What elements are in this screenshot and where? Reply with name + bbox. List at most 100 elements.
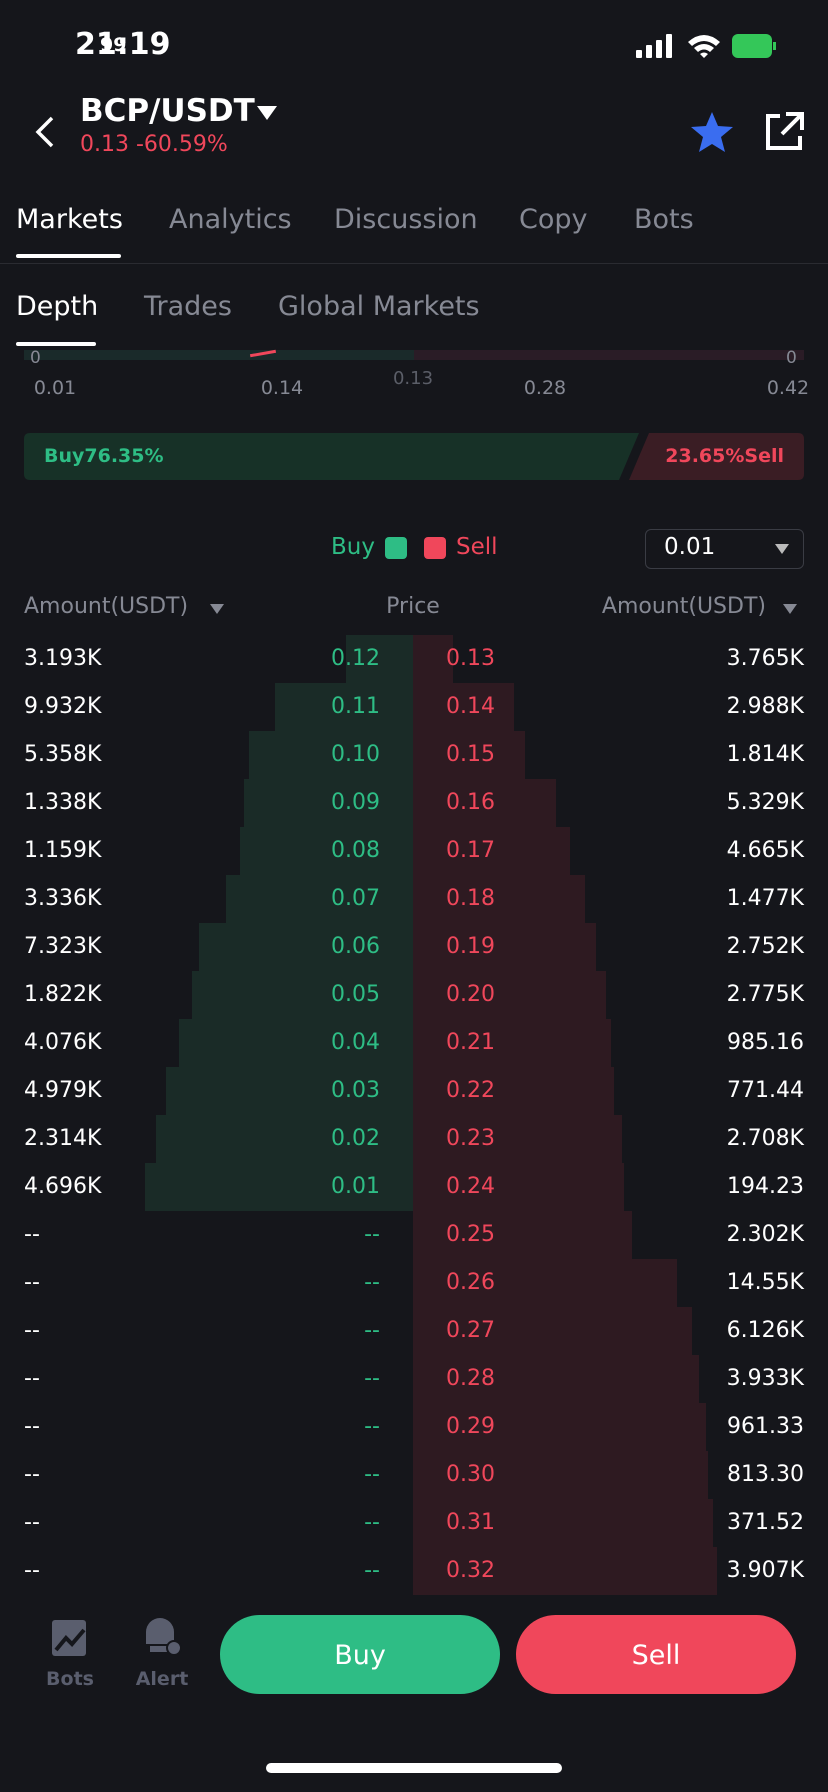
- status-icons: [636, 34, 776, 58]
- sell-depth-bar: [413, 971, 606, 1019]
- sell-amount: 2.752K: [726, 934, 804, 959]
- sell-depth-bar: [413, 1067, 614, 1115]
- sell-depth-bar: [413, 1355, 699, 1403]
- sell-price: 0.22: [446, 1078, 495, 1103]
- legend-buy-swatch[interactable]: [385, 537, 407, 559]
- legend-sell[interactable]: Sell: [456, 534, 498, 560]
- sell-depth-bar: [413, 1451, 708, 1499]
- column-arrow[interactable]: [209, 603, 225, 615]
- buy-price: 0.10: [331, 742, 380, 767]
- sell-amount: 6.126K: [726, 1318, 804, 1343]
- tab[interactable]: Analytics: [169, 204, 292, 235]
- buy-price: --: [364, 1558, 380, 1583]
- sub-tab[interactable]: Global Markets: [278, 291, 480, 322]
- buy-price: 0.07: [331, 886, 380, 911]
- buy-depth-bar: [240, 827, 413, 875]
- buy-depth-bar: [244, 779, 413, 827]
- buy-amount: --: [24, 1462, 40, 1487]
- sell-amount: 961.33: [727, 1414, 804, 1439]
- pair-title[interactable]: BCP/USDT: [80, 93, 255, 129]
- sub-tab[interactable]: Trades: [144, 291, 232, 322]
- buy-button-label[interactable]: Buy: [334, 1640, 386, 1671]
- sell-price: 0.25: [446, 1222, 495, 1247]
- buy-price: 0.06: [331, 934, 380, 959]
- sell-price: 0.13: [446, 646, 495, 671]
- bots-icon[interactable]: [50, 1618, 90, 1658]
- column-header: Amount(USDT): [601, 594, 766, 619]
- sell-depth-bar: [413, 635, 453, 683]
- sell-depth-bar: [413, 875, 585, 923]
- sell-price: 0.28: [446, 1366, 495, 1391]
- tab-underline: [16, 254, 121, 258]
- sell-amount: 2.988K: [726, 694, 804, 719]
- tab[interactable]: Bots: [634, 204, 694, 235]
- buy-price: 0.08: [331, 838, 380, 863]
- depth-x-label: 0.42: [766, 377, 810, 399]
- sell-depth-bar: [413, 827, 570, 875]
- buy-price: 0.05: [331, 982, 380, 1007]
- sell-depth-bar: [413, 923, 596, 971]
- sell-depth-bar: [413, 1163, 624, 1211]
- column-arrow[interactable]: [782, 603, 798, 615]
- depth-x-label: 0.14: [260, 377, 304, 399]
- sell-price: 0.16: [446, 790, 495, 815]
- favorite-star[interactable]: [690, 110, 734, 154]
- buy-amount: 3.193K: [24, 646, 102, 671]
- buy-amount: 4.979K: [24, 1078, 102, 1103]
- sell-price: 0.27: [446, 1318, 495, 1343]
- buy-price: 0.11: [331, 694, 380, 719]
- buy-amount: 1.822K: [24, 982, 102, 1007]
- sell-amount: 4.665K: [726, 838, 804, 863]
- sell-price: 0.31: [446, 1510, 495, 1535]
- buy-amount: 3.336K: [24, 886, 102, 911]
- legend-sell-swatch[interactable]: [424, 537, 446, 559]
- sell-price: 0.18: [446, 886, 495, 911]
- buy-amount: 1.338K: [24, 790, 102, 815]
- precision-value: 0.01: [664, 534, 716, 560]
- buy-price: --: [364, 1462, 380, 1487]
- legend-buy[interactable]: Buy: [331, 534, 375, 560]
- buy-amount: --: [24, 1510, 40, 1535]
- depth-y-label: 0: [30, 348, 41, 368]
- buy-depth-bar: [179, 1019, 413, 1067]
- sell-depth-bar: [413, 731, 525, 779]
- precision-select[interactable]: [645, 529, 804, 569]
- sub-tab[interactable]: Depth: [16, 291, 99, 322]
- buy-price: --: [364, 1414, 380, 1439]
- sell-depth-bar: [413, 1115, 622, 1163]
- sell-amount: 2.708K: [726, 1126, 804, 1151]
- tab[interactable]: Copy: [519, 204, 588, 235]
- buy-amount: 4.076K: [24, 1030, 102, 1055]
- buy-depth-bar: [156, 1115, 413, 1163]
- sell-amount: 3.907K: [726, 1558, 804, 1583]
- buy-price: --: [364, 1270, 380, 1295]
- buy-amount: 5.358K: [24, 742, 102, 767]
- precision-arrow: [775, 544, 789, 554]
- back-button[interactable]: [30, 114, 60, 150]
- buy-button[interactable]: [220, 1615, 500, 1694]
- buy-price: 0.03: [331, 1078, 380, 1103]
- buy-amount: 4.696K: [24, 1174, 102, 1199]
- header-price: 0.13 -60.59%: [80, 134, 228, 156]
- buy-price: --: [364, 1510, 380, 1535]
- sell-depth-bar: [413, 1211, 632, 1259]
- alert-label[interactable]: Alert: [135, 1668, 189, 1690]
- alert-icon[interactable]: [142, 1616, 184, 1658]
- tab[interactable]: Markets: [16, 204, 123, 235]
- sell-amount: 2.775K: [726, 982, 804, 1007]
- sell-amount: 14.55K: [726, 1270, 804, 1295]
- sell-price: 0.32: [446, 1558, 495, 1583]
- depth-area-sell: [414, 350, 804, 360]
- sell-amount: 5.329K: [726, 790, 804, 815]
- sell-button-label[interactable]: Sell: [631, 1640, 681, 1671]
- buy-amount: --: [24, 1270, 40, 1295]
- bots-label[interactable]: Bots: [46, 1668, 94, 1690]
- pair-dropdown[interactable]: [256, 104, 278, 122]
- sell-button[interactable]: [516, 1615, 796, 1694]
- buy-price: 0.01: [331, 1174, 380, 1199]
- tab[interactable]: Discussion: [334, 204, 478, 235]
- buy-ratio: Buy76.35%: [44, 445, 164, 467]
- sell-depth-bar: [413, 1259, 677, 1307]
- share-button[interactable]: [762, 110, 806, 154]
